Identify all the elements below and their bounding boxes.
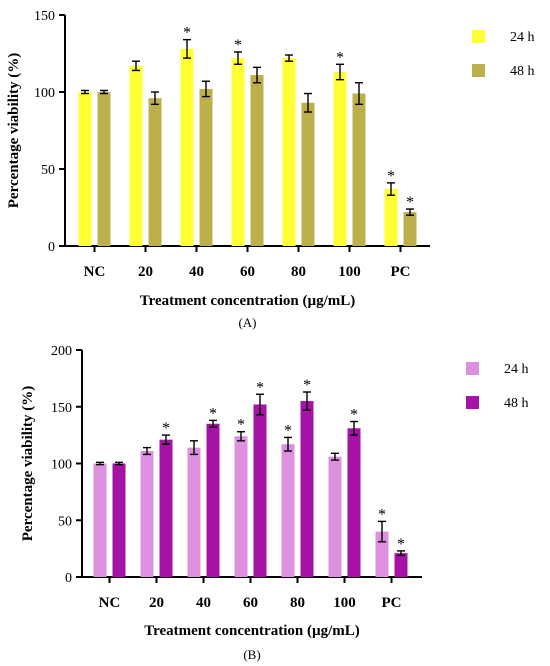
bar-24h-80: [282, 58, 296, 247]
legend-label: 24 h: [510, 30, 535, 45]
significance-marker: *: [406, 194, 414, 211]
panel-label: (A): [238, 315, 256, 330]
significance-marker: *: [387, 168, 395, 185]
x-tick-label: 100: [338, 264, 361, 280]
bar-24h-NC: [93, 463, 107, 577]
legend-swatch: [466, 362, 479, 375]
significance-marker: *: [397, 536, 405, 553]
legend-swatch: [466, 396, 479, 409]
x-tick-label: NC: [84, 264, 106, 280]
y-tick-label: 0: [48, 240, 55, 255]
bar-48h-60: [253, 404, 267, 577]
x-tick-label: 40: [189, 264, 204, 280]
x-tick-label: 20: [138, 264, 153, 280]
bar-24h-80: [281, 444, 295, 577]
bar-48h-NC: [112, 463, 126, 577]
significance-marker: *: [162, 420, 170, 437]
significance-marker: *: [303, 377, 311, 394]
legend-label: 48 h: [510, 64, 535, 79]
bar-48h-100: [352, 93, 366, 246]
bar-48h-80: [300, 401, 314, 577]
bar-24h-40: [180, 48, 194, 246]
significance-marker: *: [336, 49, 344, 66]
x-tick-label: 80: [291, 264, 306, 280]
bar-24h-100: [333, 71, 347, 246]
bar-48h-20: [148, 98, 162, 246]
bar-24h-PC: [384, 189, 398, 246]
y-axis-title: Percentage viability (%): [20, 386, 36, 542]
significance-marker: *: [284, 422, 292, 439]
bar-24h-NC: [78, 92, 92, 246]
x-tick-label: 80: [290, 595, 305, 611]
y-tick-label: 0: [65, 571, 72, 586]
y-tick-label: 200: [51, 344, 72, 359]
significance-marker: *: [378, 506, 386, 523]
legend-swatch: [472, 64, 485, 77]
x-tick-label: 20: [149, 595, 164, 611]
significance-marker: *: [183, 25, 191, 42]
bar-24h-40: [187, 447, 201, 577]
bar-48h-NC: [97, 92, 111, 246]
y-tick-label: 50: [41, 163, 55, 178]
significance-marker: *: [237, 417, 245, 434]
x-tick-label: PC: [382, 595, 402, 611]
bar-24h-20: [140, 451, 154, 577]
significance-marker: *: [256, 379, 264, 396]
bar-48h-100: [347, 428, 361, 577]
x-tick-label: 40: [196, 595, 211, 611]
bar-48h-40: [206, 423, 220, 577]
y-tick-label: 150: [34, 9, 55, 24]
y-tick-label: 50: [58, 514, 72, 529]
legend-label: 48 h: [504, 396, 529, 411]
bar-24h-60: [234, 436, 248, 577]
bar-48h-40: [199, 88, 213, 246]
bar-48h-20: [159, 439, 173, 577]
x-axis-title: Treatment concentration (µg/mL): [140, 293, 356, 309]
x-tick-label: 60: [243, 595, 258, 611]
y-tick-label: 150: [51, 401, 72, 416]
bar-24h-PC: [375, 531, 389, 577]
y-tick-label: 100: [34, 86, 55, 101]
bar-48h-PC: [394, 553, 408, 577]
panel-label: (B): [243, 647, 260, 662]
x-tick-label: PC: [391, 264, 411, 280]
significance-marker: *: [234, 37, 242, 54]
x-tick-label: NC: [99, 595, 121, 611]
bar-24h-20: [129, 65, 143, 246]
y-axis-title: Percentage viability (%): [6, 53, 22, 209]
legend-label: 24 h: [504, 362, 529, 377]
legend-swatch: [472, 30, 485, 43]
y-tick-label: 100: [51, 458, 72, 473]
bar-48h-PC: [403, 212, 417, 246]
bar-24h-100: [328, 456, 342, 577]
x-axis-title: Treatment concentration (µg/mL): [144, 623, 360, 639]
x-tick-label: 60: [240, 264, 255, 280]
bar-48h-60: [250, 75, 264, 246]
significance-marker: *: [350, 407, 358, 424]
x-tick-label: 100: [333, 595, 356, 611]
bar-48h-80: [301, 102, 315, 246]
significance-marker: *: [209, 405, 217, 422]
bar-24h-60: [231, 58, 245, 247]
